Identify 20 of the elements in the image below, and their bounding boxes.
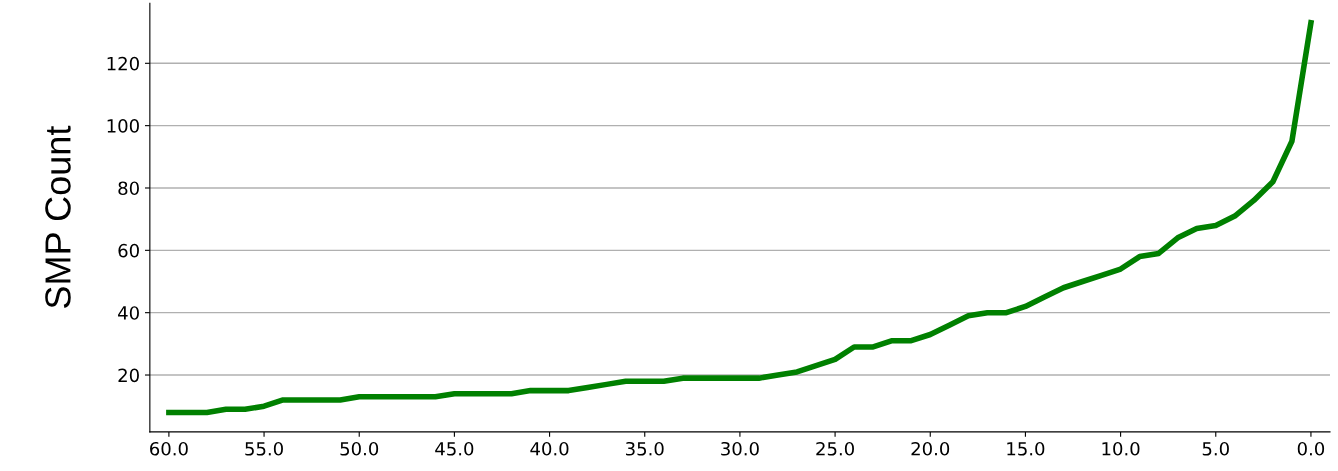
x-tick-label: 60.0 bbox=[150, 441, 188, 456]
y-tick-label: 100 bbox=[107, 119, 139, 133]
x-tick-label: 15.0 bbox=[1007, 441, 1045, 456]
y-tick-label: 40 bbox=[118, 306, 139, 320]
y-axis-title: SMP Count bbox=[45, 125, 71, 308]
x-tick-label: 40.0 bbox=[530, 441, 569, 456]
y-tick-label: 60 bbox=[118, 243, 139, 258]
x-tick-label: 45.0 bbox=[435, 441, 474, 456]
x-tick-label: 5.0 bbox=[1202, 441, 1229, 456]
y-tick-label: 80 bbox=[118, 181, 139, 196]
x-tick-label: 55.0 bbox=[245, 441, 283, 456]
y-tick-label: 20 bbox=[118, 368, 139, 383]
x-tick-label: 0.0 bbox=[1297, 441, 1325, 456]
x-tick-label: 25.0 bbox=[816, 441, 854, 456]
x-tick-label: 20.0 bbox=[911, 441, 950, 456]
x-tick-label: 10.0 bbox=[1102, 441, 1140, 456]
y-tick-label: 120 bbox=[107, 56, 139, 71]
x-tick-label: 35.0 bbox=[626, 441, 664, 456]
x-tick-label: 30.0 bbox=[721, 441, 759, 456]
x-tick-label: 50.0 bbox=[340, 441, 379, 456]
